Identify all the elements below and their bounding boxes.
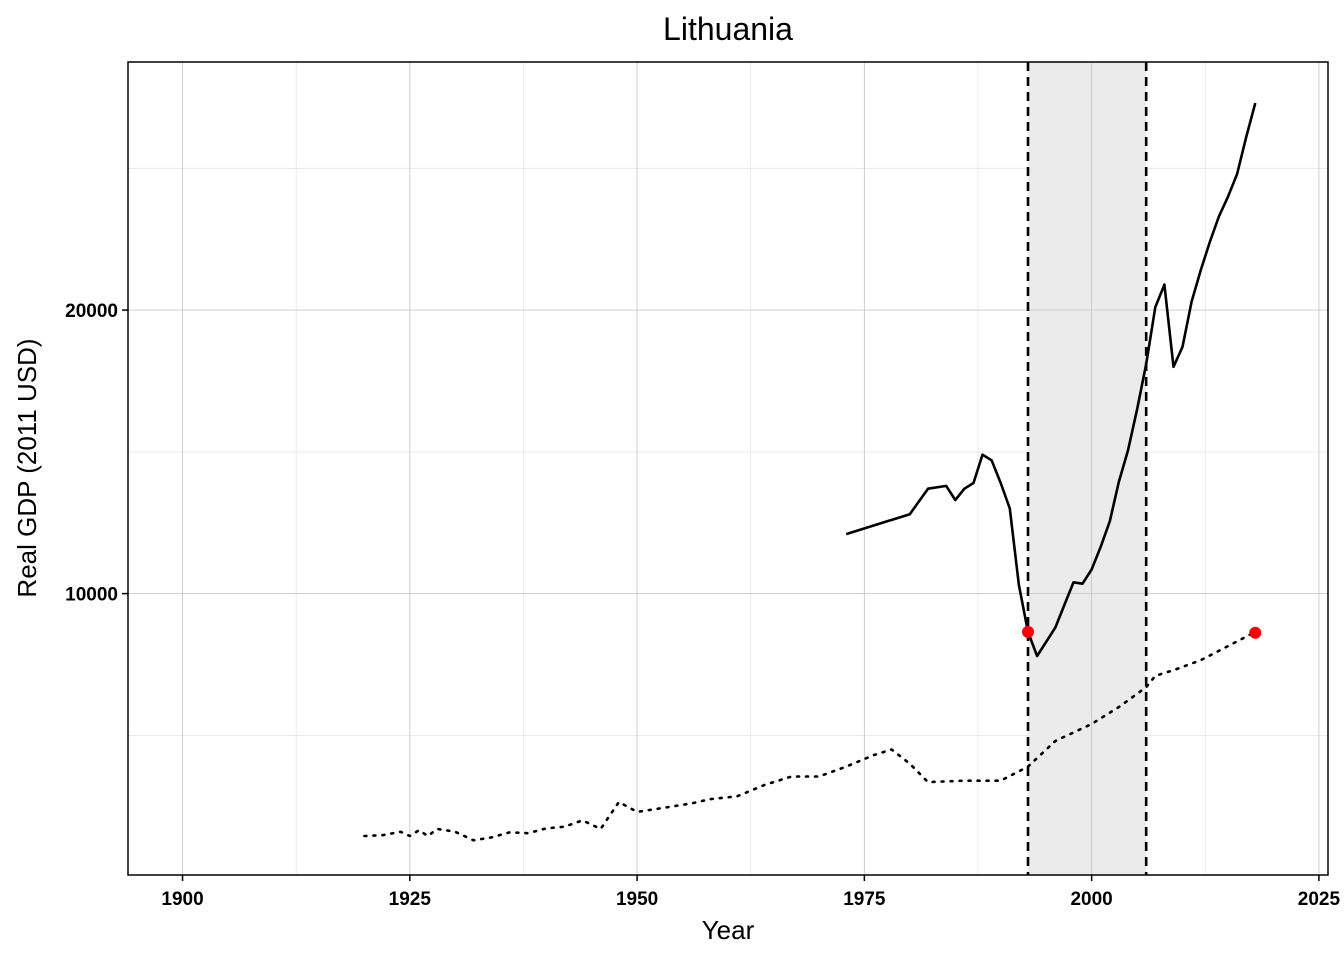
highlight-point [1249,626,1262,639]
series-group [363,102,1257,842]
points-group [1022,625,1262,639]
chart-title: Lithuania [663,11,793,47]
x-tick-label: 1975 [843,889,886,910]
vertical-lines [1026,62,1148,875]
x-axis-label: Year [702,915,755,945]
x-tick-label: 2000 [1070,889,1112,910]
grid-major [128,62,1328,875]
y-tick-label: 20000 [65,301,118,322]
x-tick-label: 1900 [161,889,203,910]
highlight-point [1022,625,1034,638]
y-axis-label: Real GDP (2011 USD) [12,338,42,597]
grid-minor [128,62,1328,875]
x-tick-label: 1925 [389,889,432,910]
x-axis-ticks: 1900 1925 1950 1975 2000 2025 [161,875,1340,910]
series-solid-line [845,102,1257,658]
x-tick-label: 1950 [616,889,658,910]
y-axis-ticks: 10000 20000 [65,301,128,606]
series-dotted-line [363,630,1257,842]
plot-border [127,61,1329,876]
shaded-region [1028,62,1147,875]
x-tick-label: 2025 [1298,889,1341,910]
shaded-period [1028,62,1147,875]
y-tick-label: 10000 [65,585,118,606]
